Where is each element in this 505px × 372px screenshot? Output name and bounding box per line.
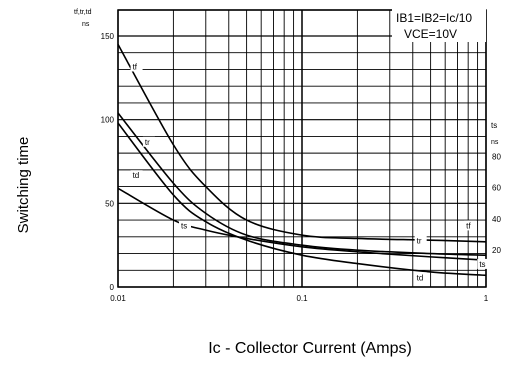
y-tick-label-left: 50 [105, 199, 114, 208]
curve-tr [117, 112, 487, 257]
x-axis-label: Ic - Collector Current (Amps) [208, 340, 412, 357]
series-label-bg [414, 272, 427, 283]
plot-frame [117, 9, 487, 288]
plot-border [117, 9, 487, 288]
y-tick-label-right: 60 [492, 184, 501, 193]
curve-td [117, 122, 487, 277]
y-units-left-line2: ns [82, 21, 90, 28]
series-label-ts: ts [479, 260, 485, 269]
y-units-right-line1: ts [491, 121, 497, 130]
series-label-bg [130, 170, 143, 181]
x-tick-label: 1 [484, 294, 489, 303]
series-labels: tf tf tr tr td td ts ts [130, 61, 490, 283]
series-label-tr: tr [417, 236, 422, 245]
tick-labels: 0.01 0.1 1 0 50 100 150 20 40 60 80 [101, 32, 502, 303]
y-axis-label: Switching time [15, 137, 32, 234]
conditions-box [392, 8, 486, 42]
series-label-bg [179, 220, 192, 231]
curve-ts [117, 187, 487, 262]
series-label-bg [464, 220, 477, 231]
y-tick-label-right: 40 [492, 215, 501, 224]
series-label-tr: tr [145, 138, 150, 147]
y-tick-label-left: 100 [101, 116, 115, 125]
series-label-tf: tf [133, 62, 138, 71]
y-units-left-line1: tf,tr,td [74, 9, 92, 16]
condition-currents: IB1=IB2=Ic/10 [396, 11, 472, 25]
y-axis-label-container: Switching time [2, 110, 42, 260]
series-label-td: td [417, 273, 424, 282]
y-tick-label-left: 0 [110, 283, 115, 292]
series-label-td: td [133, 171, 140, 180]
y-units-right-line2: ns [491, 139, 499, 146]
x-tick-label: 0.01 [110, 294, 126, 303]
y-tick-label-left: 150 [101, 32, 115, 41]
series-label-bg [130, 61, 143, 72]
series-label-bg [477, 258, 490, 269]
series-label-tf: tf [466, 221, 471, 230]
series-label-bg [414, 235, 427, 246]
series-label-bg [142, 136, 155, 147]
series-label-ts: ts [181, 221, 187, 230]
y-tick-label-right: 80 [492, 153, 501, 162]
y-tick-label-right: 20 [492, 246, 501, 255]
condition-vce: VCE=10V [404, 27, 457, 41]
x-tick-label: 0.1 [296, 294, 308, 303]
